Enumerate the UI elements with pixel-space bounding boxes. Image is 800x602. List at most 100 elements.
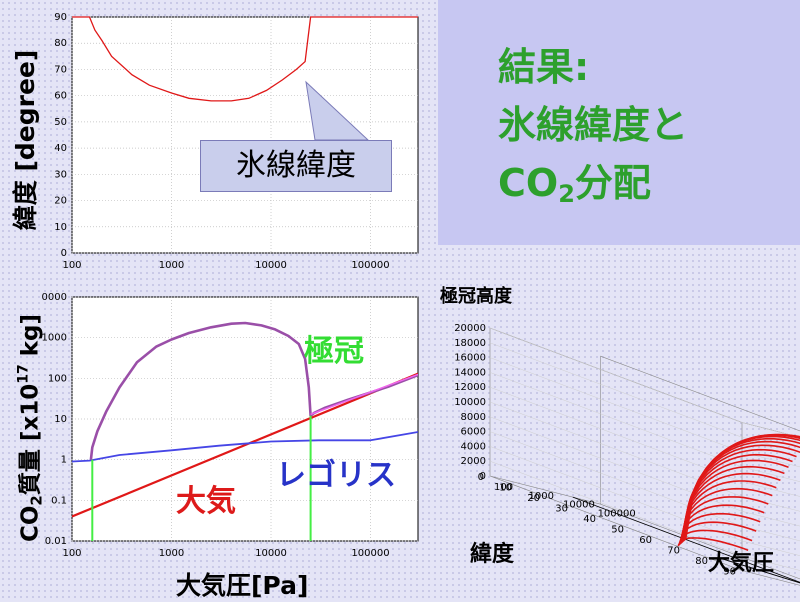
p3-xtick-label: 100 xyxy=(494,482,513,493)
regolith-label: レゴリス xyxy=(276,458,396,493)
ice-line-callout: 氷線緯度 xyxy=(200,140,392,192)
p3-cap-curve xyxy=(680,465,785,543)
p3-ytick-label: 30 xyxy=(555,504,568,515)
title-line-2: 氷線緯度と xyxy=(498,103,689,147)
p1-ytick-label: 60 xyxy=(54,91,67,102)
title-co: CO xyxy=(498,161,559,205)
p3-ztick-label: 14000 xyxy=(454,367,486,378)
p3-title: 極冠高度 xyxy=(440,286,512,307)
p2-xtick-label: 100 xyxy=(62,548,81,559)
p3-cap-curve xyxy=(678,512,761,546)
p1-ylabel: 緯度 [degree] xyxy=(6,50,42,231)
p1-xtick-label: 1000 xyxy=(159,260,184,271)
p1-series-line xyxy=(72,16,418,102)
p3-ztick-label: 12000 xyxy=(454,382,486,393)
p3-ztick-label: 16000 xyxy=(454,353,486,364)
p1-ytick-label: 0 xyxy=(61,248,67,259)
polar-cap-label: 極冠 xyxy=(304,334,364,369)
p1-ytick-label: 70 xyxy=(54,64,67,75)
p2-ylabel-mid: 質量 [x10 xyxy=(17,383,44,496)
p2-ytick-label: 1000 xyxy=(42,333,67,344)
p3-grid-h xyxy=(489,372,800,482)
p2-ytick-label: 100 xyxy=(48,373,67,384)
p3-cap-curve xyxy=(684,433,800,540)
p3-ylabel: 緯度 xyxy=(470,542,515,567)
title-panel xyxy=(438,0,800,245)
p3-xtick-label: 1000 xyxy=(529,491,554,502)
p3-ytick-label: 60 xyxy=(639,535,652,546)
p2-ytick-label: 10 xyxy=(54,414,67,425)
title-suffix: 分配 xyxy=(574,161,651,205)
title-line-3: CO2分配 xyxy=(498,154,798,223)
p2-ytick-label: 0.01 xyxy=(45,536,67,547)
p3-ztick-label: 20000 xyxy=(454,323,486,334)
p3-floor-axis xyxy=(720,557,800,584)
p1-xtick-label: 100000 xyxy=(351,260,389,271)
p1-ytick-label: 80 xyxy=(54,38,67,49)
p3-grid-h xyxy=(489,416,800,527)
p3-grid-h xyxy=(489,401,800,512)
p3-ytick-label: 40 xyxy=(583,514,596,525)
p3-ytick-label: 70 xyxy=(667,546,680,557)
p3-ztick-label: 18000 xyxy=(454,338,486,349)
p2-ylabel-co: CO xyxy=(17,505,44,543)
p3-ztick-label: 4000 xyxy=(461,441,486,452)
p1-ytick-label: 10 xyxy=(54,222,67,233)
p3-cap-curve xyxy=(684,433,800,540)
co2-distribution-chart: 0.01 0.1 1 10 100 1000 0000 100 1000 10000 100000 xyxy=(42,292,419,559)
p3-ytick-label: 90 xyxy=(723,567,736,578)
atmosphere-label: 大気 xyxy=(176,484,236,519)
p3-ytick-label: 10 xyxy=(499,483,512,494)
p2-xtick-label: 1000 xyxy=(159,548,184,559)
polar-cap-height-3d-chart: 0 2000 4000 6000 8000 10000 12000 14000 16000 180… xyxy=(454,323,800,586)
p1-ytick-label: 30 xyxy=(54,169,67,180)
p3-ytick-label: 50 xyxy=(611,525,624,536)
p3-ztick-label: 6000 xyxy=(461,427,486,438)
p3-cap-curve xyxy=(681,453,793,543)
p2-ylabel: CO2質量 [x1017 kg] xyxy=(11,314,46,542)
p2-ytick-label: 0000 xyxy=(42,292,67,303)
p2-xlabel: 大気圧[Pa] xyxy=(176,571,309,600)
p3-ztick-label: 0 xyxy=(480,471,486,482)
p3-grid-h xyxy=(489,327,800,438)
slide-title: 結果: 氷線緯度と CO2分配 xyxy=(498,38,798,223)
p3-ytick-label: 20 xyxy=(527,493,540,504)
p1-ytick-label: 90 xyxy=(54,12,67,23)
p3-cap-curve xyxy=(677,537,749,551)
p3-xtick-label: 10000 xyxy=(563,500,595,511)
p2-ylabel-unit: kg] xyxy=(17,313,44,365)
p2-ytick-label: 1 xyxy=(61,455,67,466)
p3-cap-curve xyxy=(679,496,769,545)
p2-cap-branch-highlight xyxy=(310,373,418,416)
p2-series-regolith xyxy=(72,431,418,463)
p3-xlabel: 大気圧 xyxy=(708,551,775,576)
p1-ytick-label: 40 xyxy=(54,143,67,154)
title-line-1: 結果: xyxy=(498,45,590,89)
p3-cap-curve xyxy=(678,504,765,545)
p2-xtick-label: 100000 xyxy=(351,548,389,559)
p1-plot-area xyxy=(71,16,419,254)
p3-cap-curve xyxy=(680,480,777,544)
p1-ylabel-unit: [degree] xyxy=(11,49,40,172)
p2-series-atmosphere xyxy=(72,372,418,518)
p3-cap-curve xyxy=(677,529,753,546)
p2-xtick-label: 10000 xyxy=(255,548,287,559)
p3-cap-curve xyxy=(681,459,789,543)
p1-ytick-label: 50 xyxy=(54,117,67,128)
p2-ytick-label: 0.1 xyxy=(51,495,67,506)
p2-ylabel-sup: 17 xyxy=(15,364,32,384)
p1-ylabel-main: 緯度 xyxy=(11,180,40,231)
p2-series-group xyxy=(72,321,418,541)
p3-cap-curve xyxy=(684,434,800,541)
p3-cap-curve xyxy=(679,487,773,544)
p3-ytick-label: 0 xyxy=(478,472,484,483)
p1-xtick-label: 10000 xyxy=(255,260,287,271)
p2-ylabel-sub: 2 xyxy=(27,495,46,506)
p3-cap-curve xyxy=(678,521,757,546)
title-sub: 2 xyxy=(558,180,575,208)
p3-ztick-label: 2000 xyxy=(461,456,486,467)
p3-cap-curve xyxy=(680,472,781,544)
p1-ytick-label: 20 xyxy=(54,196,67,207)
p3-grid-h xyxy=(489,342,800,453)
